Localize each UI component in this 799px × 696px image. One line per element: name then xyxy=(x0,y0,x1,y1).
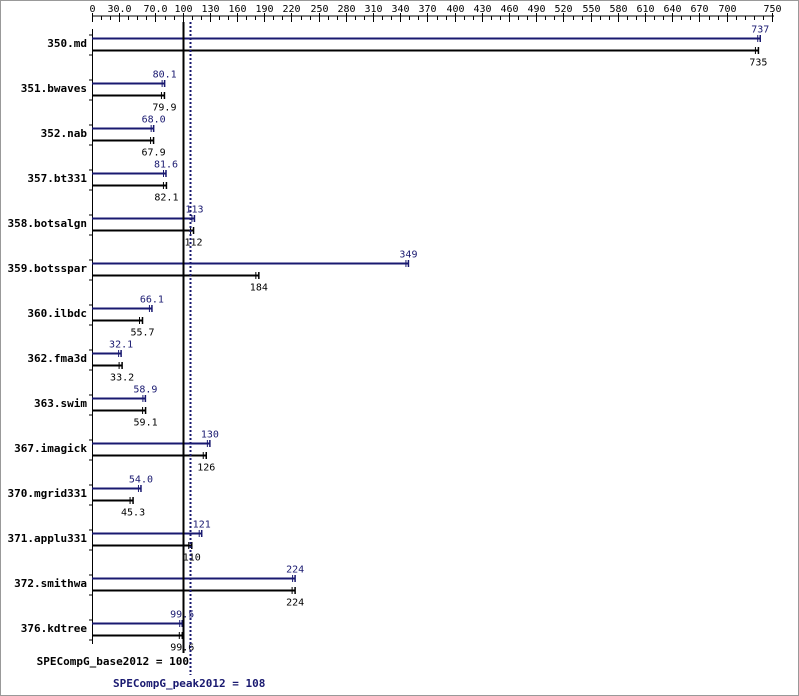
x-tick-label: 30.0 xyxy=(107,4,131,15)
x-tick-label: 580 xyxy=(609,4,627,15)
x-tick-label: 190 xyxy=(255,4,273,15)
peak-value-label: 99.5 xyxy=(170,610,194,621)
base-value-label: 79.9 xyxy=(152,103,176,114)
x-tick-label: 490 xyxy=(527,4,545,15)
x-tick-label: 700 xyxy=(718,4,736,15)
category-label: 371.applu331 xyxy=(8,532,88,545)
x-tick-label: 280 xyxy=(337,4,355,15)
x-tick-label: 250 xyxy=(310,4,328,15)
x-tick-label: 430 xyxy=(473,4,491,15)
base-value-label: 55.7 xyxy=(130,328,154,339)
base-reference-label: SPECompG_base2012 = 100 xyxy=(37,655,189,668)
x-tick-label: 340 xyxy=(391,4,409,15)
base-value-label: 184 xyxy=(250,283,268,294)
peak-value-label: 32.1 xyxy=(109,340,133,351)
x-tick-label: 400 xyxy=(446,4,464,15)
peak-value-label: 224 xyxy=(286,565,304,576)
x-tick-label: 610 xyxy=(636,4,654,15)
peak-value-label: 130 xyxy=(201,430,219,441)
category-label: 360.ilbdc xyxy=(27,307,87,320)
category-label: 351.bwaves xyxy=(21,82,87,95)
base-value-label: 67.9 xyxy=(142,148,166,159)
base-value-label: 33.2 xyxy=(110,373,134,384)
x-tick-label: 70.0 xyxy=(143,4,167,15)
category-label: 372.smithwa xyxy=(14,577,87,590)
base-value-label: 112 xyxy=(185,238,203,249)
x-tick-label: 310 xyxy=(364,4,382,15)
base-value-label: 59.1 xyxy=(134,418,158,429)
base-value-label: 110 xyxy=(183,553,201,564)
category-label: 376.kdtree xyxy=(21,622,88,635)
category-label: 370.mgrid331 xyxy=(8,487,88,500)
x-tick-label: 130 xyxy=(201,4,219,15)
peak-value-label: 80.1 xyxy=(153,70,177,81)
x-tick-label: 220 xyxy=(282,4,300,15)
base-value-label: 224 xyxy=(286,598,304,609)
x-tick-label: 550 xyxy=(582,4,600,15)
peak-value-label: 121 xyxy=(193,520,211,531)
peak-reference-label: SPECompG_peak2012 = 108 xyxy=(113,677,265,690)
category-label: 359.botsspar xyxy=(8,262,88,275)
peak-value-label: 68.0 xyxy=(142,115,166,126)
x-tick-label: 750 xyxy=(763,4,781,15)
peak-value-label: 54.0 xyxy=(129,475,153,486)
category-label: 357.bt331 xyxy=(27,172,87,185)
peak-value-label: 58.9 xyxy=(133,385,157,396)
peak-value-label: 113 xyxy=(185,205,203,216)
category-label: 363.swim xyxy=(34,397,87,410)
peak-value-label: 81.6 xyxy=(154,160,178,171)
base-value-label: 126 xyxy=(197,463,215,474)
category-label: 352.nab xyxy=(41,127,88,140)
category-label: 350.md xyxy=(47,37,87,50)
x-tick-label: 370 xyxy=(418,4,436,15)
x-tick-label: 460 xyxy=(500,4,518,15)
base-value-label: 99.6 xyxy=(170,643,194,654)
x-tick-label: 520 xyxy=(554,4,572,15)
category-label: 367.imagick xyxy=(14,442,87,455)
base-value-label: 82.1 xyxy=(154,193,178,204)
peak-value-label: 737 xyxy=(751,25,769,36)
peak-value-label: 349 xyxy=(399,250,417,261)
base-value-label: 735 xyxy=(749,58,767,69)
base-value-label: 45.3 xyxy=(121,508,145,519)
x-tick-label: 100 xyxy=(174,4,192,15)
x-tick-label: 0 xyxy=(89,4,95,15)
x-tick-label: 670 xyxy=(690,4,708,15)
category-label: 358.botsalgn xyxy=(8,217,87,230)
x-tick-label: 160 xyxy=(228,4,246,15)
x-tick-label: 640 xyxy=(663,4,681,15)
category-label: 362.fma3d xyxy=(27,352,87,365)
peak-value-label: 66.1 xyxy=(140,295,164,306)
